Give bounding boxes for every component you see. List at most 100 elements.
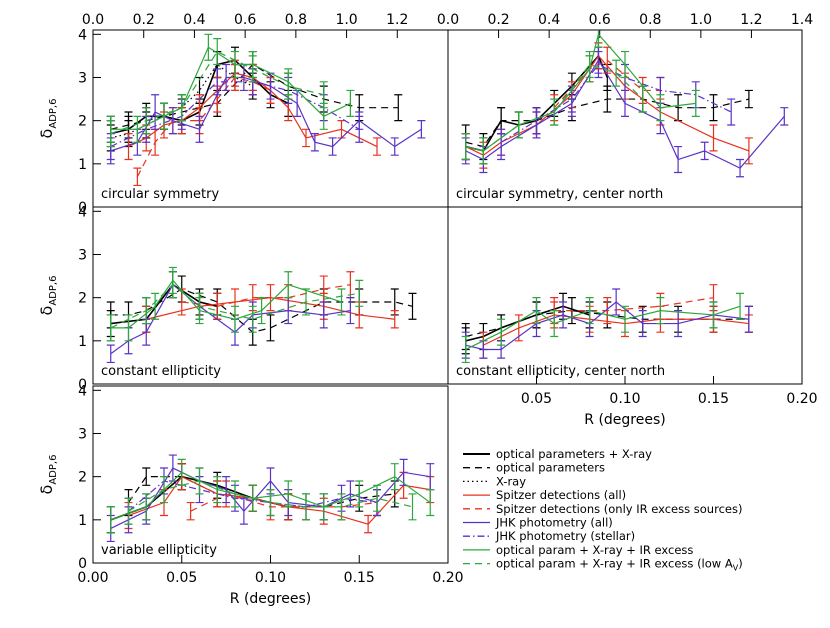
- error-bar: [479, 137, 488, 165]
- x-tick-label: 0.05: [521, 391, 552, 407]
- error-bar: [355, 115, 364, 143]
- error-bar: [408, 493, 417, 521]
- y-tick-label: 2: [78, 114, 87, 130]
- panel-annotation: circular symmetry, center north: [456, 187, 663, 202]
- y-tick-label: 1: [78, 334, 87, 350]
- legend-text-end: ): [738, 557, 743, 571]
- legend-label: optical param + X-ray + IR excess (low A…: [496, 557, 743, 573]
- error-bar: [213, 476, 222, 504]
- error-bar: [142, 107, 151, 135]
- error-bar: [674, 145, 683, 174]
- error-bar: [248, 305, 257, 333]
- error-bar: [302, 493, 310, 521]
- error-bar: [142, 493, 151, 521]
- error-bar: [168, 271, 177, 299]
- series-line: [110, 76, 422, 152]
- legend-text: optical parameters + X-ray: [496, 447, 652, 461]
- error-bar: [408, 292, 417, 320]
- error-bar: [319, 81, 328, 109]
- error-bar: [213, 68, 222, 96]
- y-tick-label: 4: [78, 204, 87, 220]
- y-tick-label: 3: [78, 247, 87, 263]
- x2-tick-label: 1.0: [335, 12, 357, 28]
- error-bar: [302, 128, 310, 148]
- error-bar: [612, 59, 621, 87]
- x-tick-label: 0.15: [344, 570, 375, 586]
- x2-tick-label: 0.0: [437, 12, 459, 28]
- x-tick-label: 0.10: [609, 391, 640, 407]
- error-bar: [151, 292, 160, 320]
- error-bar: [195, 292, 204, 320]
- x2-tick-label: 1.2: [386, 12, 408, 28]
- series-line: [465, 59, 785, 169]
- error-bar: [266, 314, 275, 342]
- error-bar: [461, 335, 470, 364]
- y-tick-label: 3: [78, 70, 87, 86]
- error-bar: [532, 107, 541, 135]
- error-bar: [302, 288, 310, 316]
- x-tick-label: 0.15: [698, 391, 729, 407]
- error-bar: [585, 297, 594, 325]
- legend-text: JHK photometry (stellar): [495, 529, 635, 543]
- y-axis-symbol: δ: [37, 485, 56, 495]
- y-axis-symbol: δ: [37, 306, 56, 316]
- series-line: [500, 63, 732, 143]
- error-bar: [394, 94, 403, 122]
- x-axis-label: R (degrees): [584, 412, 665, 428]
- error-bar: [231, 305, 239, 333]
- error-bar: [373, 137, 381, 156]
- error-bar: [177, 458, 186, 486]
- panel-annotation: variable ellipticity: [101, 543, 217, 558]
- legend-text: Spitzer detections (only IR excess sourc…: [496, 502, 742, 516]
- legend-label: optical parameters: [496, 461, 605, 475]
- error-bar: [638, 85, 647, 113]
- error-bar: [133, 115, 142, 143]
- error-bar: [355, 279, 364, 307]
- legend-label: Spitzer detections (only IR excess sourc…: [496, 502, 742, 516]
- panel-annotation: circular symmetry: [101, 187, 219, 202]
- x-tick-label: 0.20: [786, 391, 817, 407]
- error-bar: [700, 141, 709, 161]
- x-tick-label: 0.00: [77, 570, 108, 586]
- x2-tick-label: 0.0: [82, 12, 104, 28]
- error-bar: [186, 501, 195, 521]
- x2-tick-label: 0.6: [589, 12, 611, 28]
- x-tick-label: 0.20: [432, 570, 463, 586]
- legend-label: optical parameters + X-ray: [496, 447, 652, 461]
- error-bar: [603, 85, 612, 113]
- error-bar: [213, 38, 222, 66]
- legend-label: JHK photometry (stellar): [495, 529, 635, 543]
- error-bar: [417, 120, 426, 139]
- error-bar: [532, 297, 541, 325]
- series-line: [110, 283, 218, 325]
- error-bar: [621, 305, 629, 333]
- error-bar: [426, 489, 435, 517]
- error-bar: [346, 89, 355, 117]
- error-bar: [461, 133, 470, 161]
- plot-area: [106, 33, 426, 187]
- legend-text: Spitzer detections (all): [496, 488, 626, 502]
- error-bar: [727, 98, 736, 126]
- series-line: [128, 480, 413, 512]
- error-bar: [594, 30, 603, 48]
- series-line: [110, 63, 399, 130]
- series-line: [181, 284, 351, 307]
- error-bar: [736, 158, 745, 178]
- y-tick-label: 0: [78, 556, 87, 572]
- error-bar: [151, 94, 160, 130]
- error-bar: [709, 94, 718, 122]
- legend-text: X-ray: [496, 474, 526, 488]
- error-bar: [124, 314, 133, 342]
- error-bar: [559, 301, 568, 329]
- error-bar: [222, 63, 231, 92]
- error-bar: [709, 124, 718, 152]
- error-bar: [106, 120, 115, 148]
- error-bar: [257, 297, 266, 325]
- x2-tick-label: 1.0: [690, 12, 712, 28]
- legend-label: X-ray: [496, 474, 526, 488]
- plot-area: [461, 30, 789, 178]
- x2-tick-label: 1.2: [740, 12, 762, 28]
- legend-subscript: V: [733, 564, 739, 573]
